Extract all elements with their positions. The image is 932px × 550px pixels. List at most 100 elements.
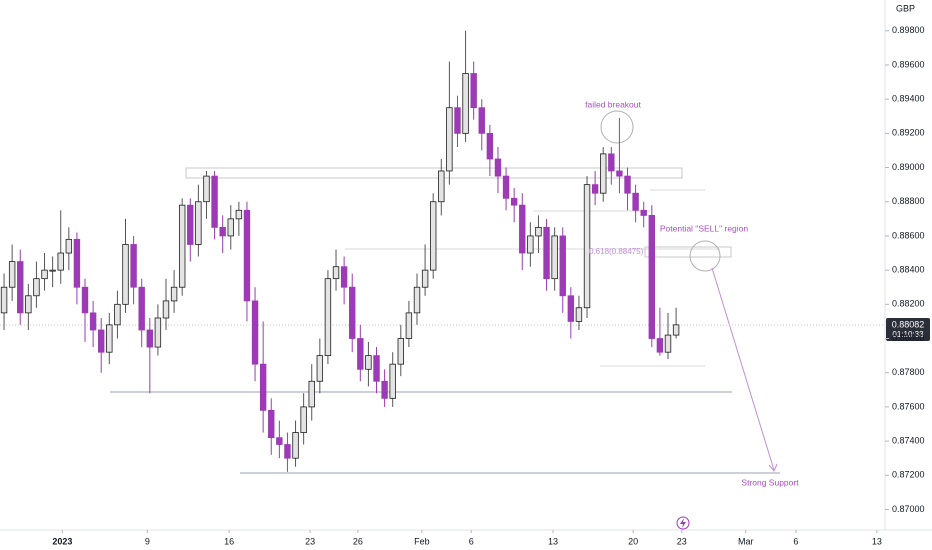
x-tick-label: 9 (145, 536, 150, 546)
candle-body (494, 158, 502, 177)
candle-body (429, 201, 437, 271)
drawings (0, 110, 885, 474)
candle-body (203, 175, 210, 203)
x-tick-label: 23 (677, 536, 687, 546)
candle-body (138, 286, 145, 331)
candle-body (502, 175, 510, 199)
x-tick-label: Feb (414, 536, 430, 546)
candle-body (648, 215, 656, 339)
candle-body (389, 363, 396, 399)
x-tick-label: Mar (738, 536, 754, 546)
candle-body (438, 170, 445, 203)
candle-body (98, 329, 105, 353)
last-price: 0.88082 (892, 319, 925, 329)
y-tick-label: 0.87600 (892, 401, 925, 411)
candle-body (519, 204, 526, 254)
fib-label: 0.618(0.88475) (589, 247, 644, 256)
candle-body (421, 269, 429, 288)
candle-body (73, 238, 81, 288)
bolt (680, 518, 686, 528)
sell-circle (689, 240, 721, 272)
sell-zone (644, 246, 732, 258)
candle-body (446, 107, 453, 172)
projection-arrow (711, 267, 775, 471)
arrow-head (768, 463, 778, 472)
candle-body (114, 303, 121, 326)
candle-body (284, 444, 291, 459)
countdown: 01:10:33 (892, 330, 924, 339)
candle-body (486, 132, 494, 160)
candle-body (268, 409, 275, 439)
candle-body (349, 286, 356, 339)
candle-body (583, 184, 591, 309)
candle-body (276, 437, 283, 445)
candle-body (292, 432, 299, 459)
candle-body (454, 107, 461, 134)
candle-body (616, 170, 623, 177)
candle-body (567, 295, 575, 322)
y-tick-label: 0.87400 (892, 435, 925, 445)
candle-body (154, 317, 162, 348)
y-tick-label: 0.89400 (892, 94, 925, 104)
candle-body (162, 300, 170, 319)
price-badge (886, 318, 930, 341)
y-tick-label: 0.89000 (892, 162, 925, 172)
replay-icon[interactable] (676, 516, 690, 530)
y-tick-label: 0.89200 (892, 128, 925, 138)
candle-body (559, 235, 566, 297)
candle-body (89, 312, 97, 331)
candle-body (664, 334, 672, 353)
y-tick-label: 0.87800 (892, 367, 925, 377)
y-tick-label: 0.88800 (892, 196, 925, 206)
candle-body (316, 355, 324, 382)
y-tick-label: 0.89800 (892, 25, 925, 35)
candle-body (575, 307, 583, 322)
candle-body (227, 218, 234, 237)
candle-body (25, 295, 32, 314)
x-tick-label: 2023 (52, 536, 72, 546)
candle-body (656, 338, 664, 353)
x-tick-label: 16 (224, 536, 234, 546)
candle-body (591, 184, 599, 194)
y-tick-label: 0.87200 (892, 470, 925, 480)
candle-body (243, 209, 251, 302)
y-tick-label: 0.87000 (892, 504, 925, 514)
candle-body (57, 252, 64, 271)
candle-body (340, 266, 348, 288)
x-tick-label: 13 (548, 536, 558, 546)
candle-body (235, 209, 243, 220)
candle-body (211, 175, 218, 228)
candle-body (478, 107, 485, 134)
candle-body (405, 312, 413, 339)
candle-body (219, 226, 226, 237)
y-tick-label: 0.88200 (892, 299, 925, 309)
candle-body (259, 363, 267, 411)
annotation: Potential "SELL" region (660, 223, 749, 233)
candle-body (672, 324, 680, 336)
candle-body (170, 286, 178, 302)
candle-body (251, 300, 259, 365)
candle-body (527, 235, 534, 254)
candle-body (41, 269, 48, 280)
candle-body (0, 286, 8, 314)
candle-body (8, 261, 16, 288)
candle-body (640, 209, 647, 216)
x-tick-label: 13 (872, 536, 882, 546)
x-tick-label: 6 (469, 536, 474, 546)
x-tick-label: 6 (793, 536, 798, 546)
candle-body (324, 278, 332, 357)
x-tick-label: 23 (305, 536, 315, 546)
candle-body (178, 204, 186, 288)
candle-body (413, 286, 421, 314)
annotation: failed breakout (585, 99, 641, 109)
candle-body (308, 380, 315, 408)
candle-body (17, 261, 24, 314)
candle-body (332, 266, 340, 280)
candle-body (33, 278, 40, 297)
candle-body (357, 338, 364, 370)
y-tick-label: 0.88400 (892, 265, 925, 275)
y-tick-label: 0.88600 (892, 230, 925, 240)
candle-body (632, 192, 639, 211)
candle-body (300, 406, 307, 433)
